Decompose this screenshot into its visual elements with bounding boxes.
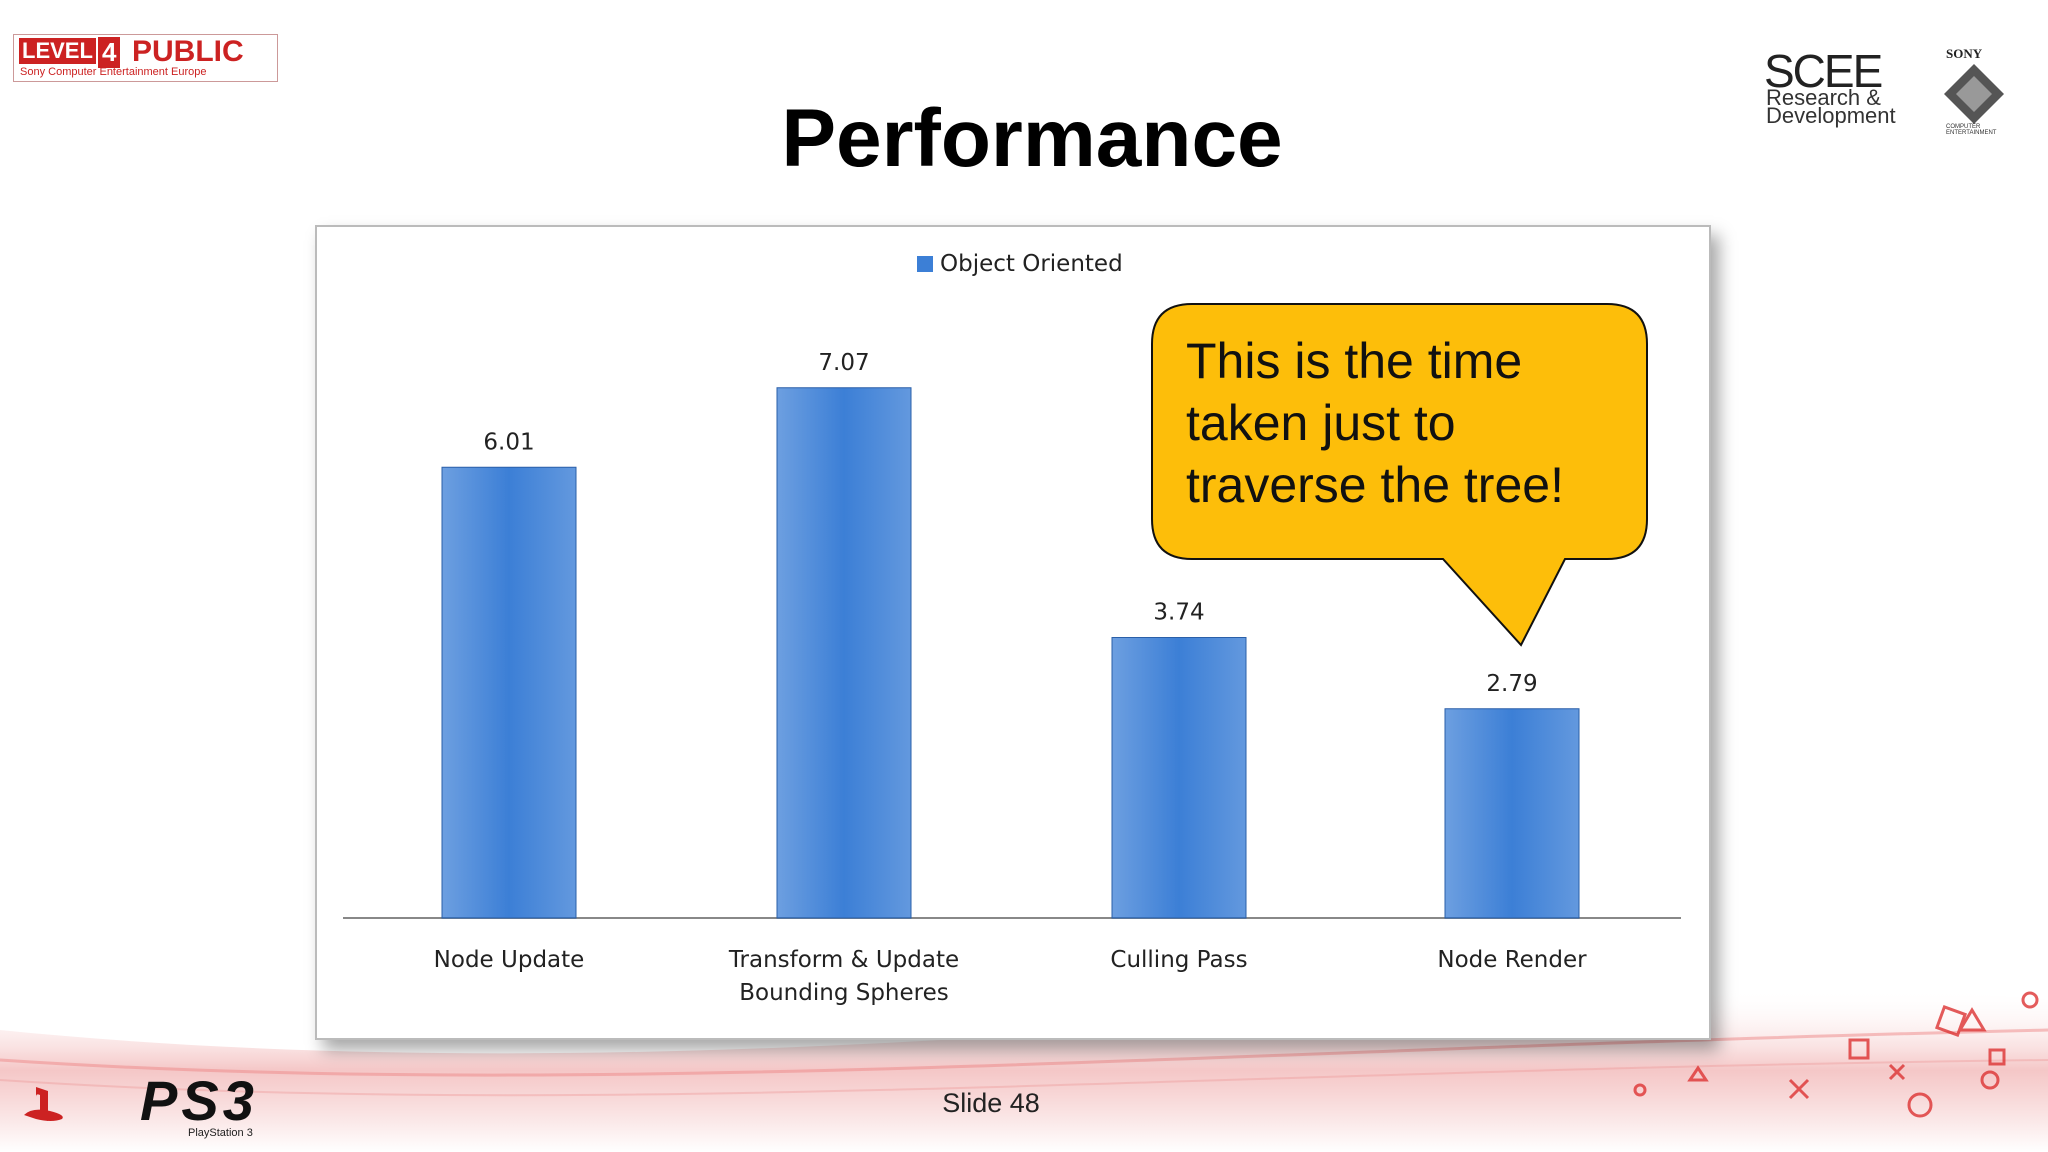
- scee-line1: Research &: [1766, 85, 1881, 110]
- slide-number: Slide 48: [942, 1088, 1040, 1118]
- scee-line2: Development: [1766, 103, 1896, 128]
- badge: LEVEL 4 PUBLIC Sony Computer Entertainme…: [13, 34, 278, 82]
- playstation-logo: [24, 1087, 63, 1121]
- badge-company: Sony Computer Entertainment Europe: [20, 66, 207, 78]
- legend-label: Object Oriented: [940, 251, 1123, 277]
- callout-line: This is the time: [1186, 333, 1523, 389]
- x-tick-label: Transform & Update Bounding Spheres: [728, 947, 960, 1006]
- value-label: 3.74: [1153, 600, 1204, 626]
- sony-name: SONY: [1946, 46, 1983, 61]
- value-label: 6.01: [483, 429, 534, 455]
- badge-number: 4: [98, 37, 121, 68]
- playstation-text: PlayStation 3: [188, 1127, 253, 1139]
- sony-sub: COMPUTER ENTERTAINMENT: [1946, 124, 1997, 136]
- slide-title: Performance: [781, 93, 1283, 184]
- bar: [441, 466, 577, 919]
- callout-text: This is the time taken just to traverse th…: [1186, 330, 1564, 516]
- sony-diamond: [1944, 64, 2004, 124]
- badge-public: PUBLIC: [132, 35, 244, 68]
- callout-line: taken just to: [1186, 395, 1456, 451]
- value-label: 2.79: [1486, 671, 1537, 697]
- bar: [776, 387, 912, 919]
- bar: [1111, 637, 1247, 919]
- callout-line: traverse the tree!: [1186, 457, 1564, 513]
- badge-level: LEVEL: [19, 38, 96, 64]
- ps3-logo: PS3: [140, 1069, 258, 1132]
- value-label: 7.07: [818, 350, 869, 376]
- x-tick-label: Node Update: [433, 947, 585, 973]
- scee-logo: SCEE: [1764, 45, 1883, 97]
- x-tick-label: Culling Pass: [1110, 947, 1248, 973]
- x-tick-label: Node Render: [1437, 947, 1587, 973]
- bar: [1444, 708, 1580, 919]
- legend-swatch: [917, 256, 933, 272]
